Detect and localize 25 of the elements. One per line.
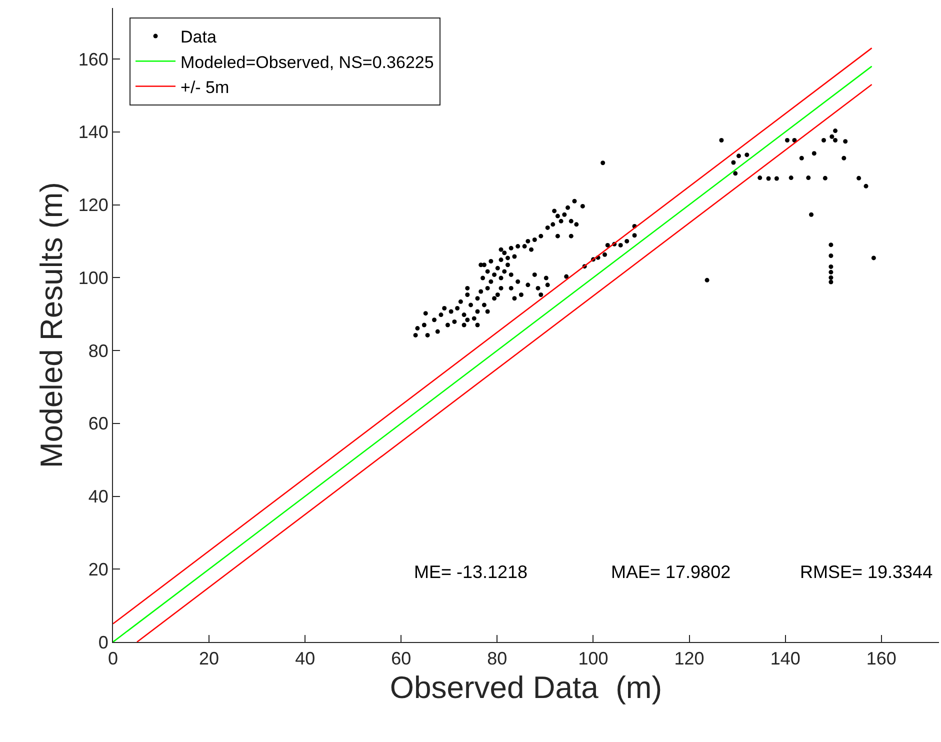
y-tick-label: 60 — [88, 414, 108, 434]
annotation: ME= -13.1218 — [414, 562, 528, 582]
y-tick-label: 100 — [78, 268, 108, 288]
x-tick-label: 160 — [866, 648, 896, 669]
x-tick-label: 80 — [487, 648, 508, 669]
x-tick-label: 100 — [578, 648, 608, 669]
annotation: RMSE= 19.3344 — [800, 562, 933, 582]
y-tick-label: 80 — [88, 340, 108, 361]
y-tick-label: 20 — [88, 559, 108, 580]
y-axis-title: Modeled Results (m) — [34, 182, 70, 468]
x-tick-label: 120 — [674, 648, 704, 669]
legend-label: Data — [180, 28, 217, 47]
x-tick-label: 140 — [770, 648, 800, 669]
x-tick-label: 20 — [199, 648, 220, 669]
legend-label: +/- 5m — [180, 78, 230, 97]
x-tick-label: 60 — [391, 648, 412, 669]
y-tick-label: 0 — [98, 632, 108, 652]
annotation: MAE= 17.9802 — [611, 562, 731, 582]
y-tick-label: 40 — [88, 486, 108, 507]
legend-label: Modeled=Observed, NS=0.36225 — [180, 52, 434, 72]
y-tick-label: 160 — [78, 49, 108, 70]
y-tick-label: 120 — [78, 195, 108, 216]
x-tick-label: 40 — [295, 648, 316, 669]
x-axis-title: Observed Data (m) — [390, 670, 662, 705]
y-tick-label: 140 — [78, 122, 108, 142]
